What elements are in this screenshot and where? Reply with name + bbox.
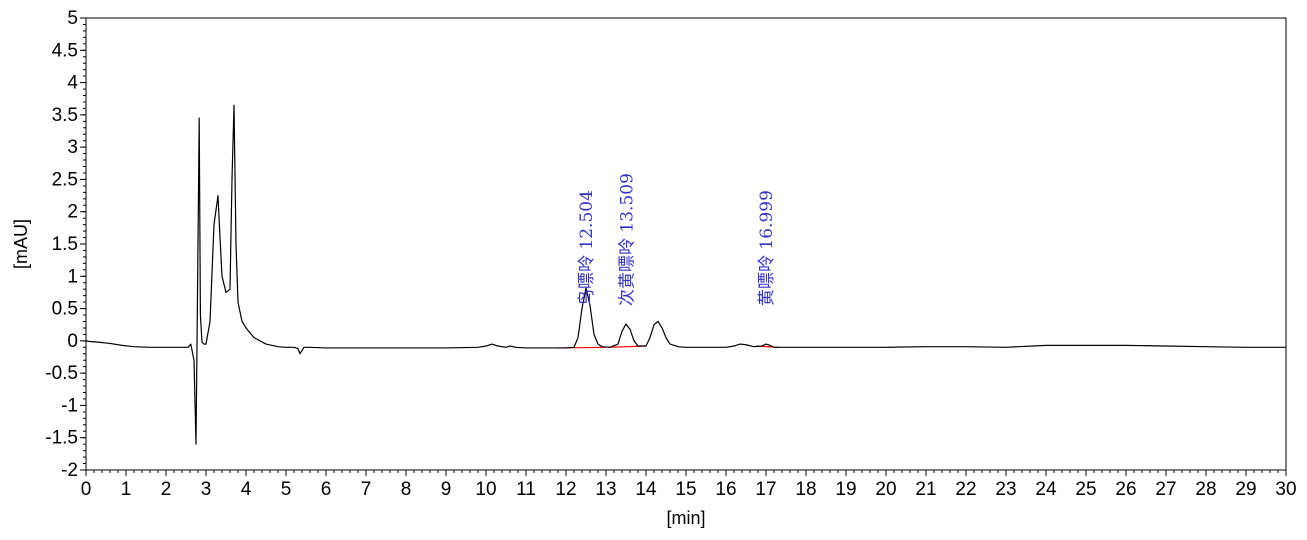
x-tick-label: 3	[201, 479, 212, 500]
x-tick-label: 0	[81, 479, 92, 500]
x-tick-label: 25	[1075, 479, 1096, 500]
x-tick-label: 23	[995, 479, 1016, 500]
x-tick-label: 27	[1155, 479, 1176, 500]
y-tick-label: 0.5	[52, 299, 78, 320]
peak-label: 次黄嘌呤 13.509	[617, 173, 637, 306]
x-tick-label: 6	[321, 479, 332, 500]
signal-trace	[85, 104, 1286, 445]
peak-annotations: 鸟嘌呤 12.504 次黄嘌呤 13.509 黄嘌呤 16.999	[577, 173, 777, 306]
y-tick-label: 1	[67, 266, 78, 287]
y-tick-label: -2	[61, 460, 78, 481]
x-tick-label: 16	[715, 479, 736, 500]
x-tick-label: 30	[1275, 479, 1296, 500]
x-tick-label: 10	[475, 479, 496, 500]
x-tick-label: 13	[595, 479, 616, 500]
x-tick-label: 14	[635, 479, 657, 500]
x-tick-label: 9	[441, 479, 452, 500]
y-tick-label: -0.5	[45, 363, 78, 384]
x-tick-label: 26	[1115, 479, 1136, 500]
x-tick-label: 29	[1235, 479, 1256, 500]
y-tick-label: 4	[67, 73, 78, 94]
y-tick-label: 2.5	[52, 169, 78, 190]
peak-label: 黄嘌呤 16.999	[757, 190, 777, 306]
x-tick-label: 15	[675, 479, 696, 500]
x-tick-label: 19	[835, 479, 856, 500]
y-tick-label: 3	[67, 137, 78, 158]
y-tick-label: -1.5	[45, 428, 78, 449]
x-tick-label: 28	[1195, 479, 1216, 500]
peak-label: 鸟嘌呤 12.504	[577, 190, 597, 306]
x-tick-label: 1	[121, 479, 132, 500]
x-tick-label: 4	[241, 479, 252, 500]
y-tick-label: 0	[67, 331, 78, 352]
plot-frame	[85, 17, 1287, 471]
x-tick-label: 24	[1035, 479, 1057, 500]
y-tick-label: 4.5	[52, 40, 78, 61]
x-tick-label: 11	[516, 479, 536, 500]
y-tick-label: 5	[67, 8, 78, 29]
x-tick-label: 7	[361, 479, 372, 500]
x-tick-label: 20	[875, 479, 896, 500]
x-axis-title: [min]	[666, 508, 705, 528]
x-tick-label: 5	[281, 479, 292, 500]
x-tick-label: 21	[915, 479, 936, 500]
x-tick-label: 18	[795, 479, 816, 500]
x-tick-label: 8	[401, 479, 412, 500]
axis-ticks	[80, 17, 1287, 476]
y-tick-label: 2	[67, 202, 78, 223]
signal-line	[85, 104, 1286, 445]
x-tick-label: 22	[955, 479, 976, 500]
y-tick-label: 3.5	[52, 105, 78, 126]
x-tick-label: 2	[161, 479, 172, 500]
x-tick-label: 17	[755, 479, 776, 500]
axis-tick-labels: 0 1 2 3 4 5 6 7 8 9 10 11 12 13 14 15 16 17 18 19 20 21 22 23 24…	[45, 8, 1296, 500]
y-tick-label: -1	[61, 395, 78, 416]
peak-baselines	[557, 345, 779, 349]
y-axis-title: [mAU]	[11, 219, 31, 269]
x-tick-label: 12	[555, 479, 576, 500]
y-tick-label: 1.5	[52, 234, 78, 255]
